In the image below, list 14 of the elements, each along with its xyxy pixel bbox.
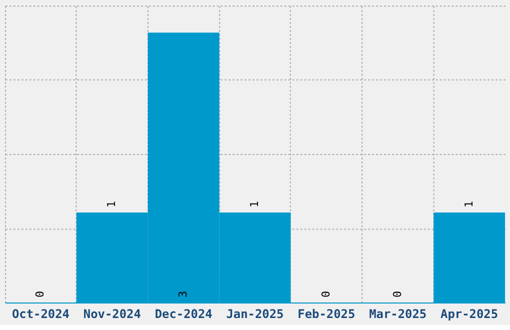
data-label: 0 (390, 290, 404, 298)
x-tick-label: Jan-2025 (226, 306, 284, 321)
x-tick-label: Mar-2025 (369, 306, 427, 321)
data-label: 0 (319, 290, 332, 298)
x-tick-label: Apr-2025 (440, 306, 498, 321)
x-tick-label: Dec-2024 (154, 306, 212, 321)
x-tick-label: Feb-2025 (298, 306, 356, 321)
data-label: 1 (462, 200, 476, 208)
data-label: 3 (176, 290, 190, 298)
x-tick-label: Nov-2024 (83, 306, 141, 321)
data-label: 1 (248, 200, 261, 208)
data-label: 1 (105, 200, 118, 208)
data-label: 0 (34, 290, 47, 298)
x-tick-label: Oct-2024 (12, 306, 70, 321)
